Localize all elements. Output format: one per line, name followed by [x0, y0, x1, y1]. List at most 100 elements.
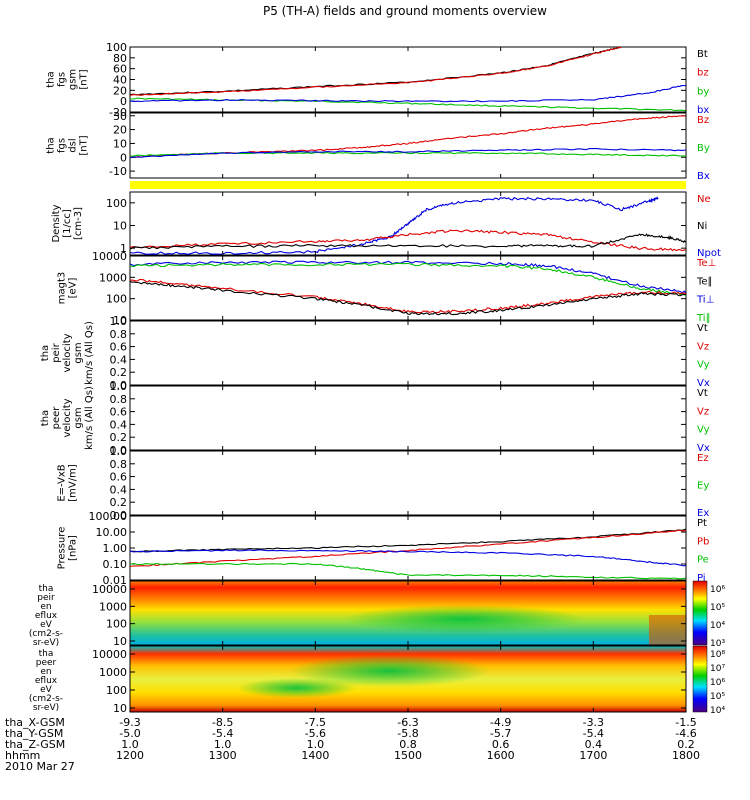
y-axis-label: tha — [39, 649, 54, 659]
x-tick-label: -5.6 — [305, 727, 326, 740]
series-line-Te∥ — [130, 280, 686, 316]
series-line-Bz — [130, 115, 686, 159]
series-line-Ti∥ — [130, 262, 686, 297]
y-axis-label: velocity — [62, 398, 73, 437]
y-tick-label: 20 — [113, 84, 127, 97]
y-tick-label: 1000 — [99, 666, 127, 679]
x-tick-label: -4.9 — [490, 716, 511, 729]
y-axis-label: sr-eV) — [33, 638, 59, 648]
y-tick-label: 10 — [113, 314, 127, 327]
y-tick-label: 0.4 — [110, 353, 128, 366]
y-tick-label: 10000 — [92, 648, 127, 661]
y-tick-label: 10000 — [92, 250, 127, 263]
x-tick-label: -1.5 — [675, 716, 696, 729]
panel-density: 100 10 1 Density [1/cc] [cm-3] Ne Ni Npot — [51, 191, 721, 259]
x-tick-label: -7.5 — [305, 716, 326, 729]
x-axis-row-label: tha_Y-GSM — [5, 727, 63, 740]
legend-entry: Te∥ — [696, 276, 713, 287]
legend-entry: Ni — [697, 221, 707, 232]
colorbar-tick-label: 10⁴ — [710, 621, 725, 631]
x-axis-row-label: tha_X-GSM — [5, 716, 65, 729]
legend-entry: Npot — [697, 248, 721, 259]
y-axis-label: Density — [51, 204, 62, 242]
x-tick-label: 1300 — [209, 749, 237, 762]
y-tick-label: 1 — [120, 242, 127, 255]
y-tick-label: 1.0 — [110, 315, 128, 328]
y-tick-label: 0 — [120, 151, 127, 164]
legend-entry: Pb — [697, 536, 709, 547]
legend-entry: Pe — [697, 555, 709, 566]
y-tick-label: 0.6 — [110, 406, 128, 419]
legend-entry: bx — [697, 105, 709, 116]
y-tick-label: 0.2 — [110, 496, 128, 509]
x-tick-label: 1.0 — [307, 738, 325, 751]
legend-entry: Vt — [697, 388, 708, 399]
series-line-Ne — [130, 229, 686, 252]
y-axis-label: fgs — [57, 138, 68, 153]
series-line-Pb — [130, 529, 686, 568]
x-tick-label: 1.0 — [214, 738, 232, 751]
colorbar: 10⁶ 10⁵ 10⁴ 10³ — [692, 580, 725, 649]
series-line-Npot — [130, 196, 659, 255]
y-tick-label: 10.00 — [96, 526, 128, 539]
y-tick-label: 10 — [113, 219, 127, 232]
y-axis-label: [1/cc] — [62, 209, 73, 238]
x-tick-label: 1600 — [487, 749, 515, 762]
y-axis-label: (cm2-s- — [29, 629, 63, 639]
panel-frame — [129, 385, 687, 451]
spectrogram-feature — [343, 605, 584, 633]
legend-entry: Vx — [697, 378, 710, 389]
y-tick-label: 0.8 — [110, 328, 128, 341]
x-tick-label: -6.3 — [397, 716, 418, 729]
legend-entry: Ez — [697, 453, 709, 464]
y-tick-label: 10 — [113, 702, 127, 715]
y-tick-label: 100 — [106, 684, 127, 697]
y-axis-label: velocity — [62, 333, 73, 372]
colorbar-tick-label: 10⁵ — [710, 692, 725, 702]
legend-entry: By — [697, 143, 710, 154]
x-tick-label: -5.8 — [397, 727, 418, 740]
y-tick-label: 40 — [113, 74, 127, 87]
series-line-Ti⊥ — [130, 260, 686, 294]
y-tick-label: 30 — [113, 110, 127, 123]
y-tick-label: 1000 — [99, 600, 127, 613]
legend-entry: Te⊥ — [696, 258, 716, 269]
spectrogram-feature — [289, 655, 490, 687]
y-axis-label: sr-eV) — [33, 703, 59, 713]
y-axis-label: [cm-3] — [73, 207, 84, 240]
y-tick-label: -10 — [109, 165, 127, 178]
y-axis-label: [mV/m] — [68, 464, 79, 502]
legend-entry: Vy — [697, 425, 710, 436]
y-axis-label: dsl — [68, 138, 79, 152]
y-tick-label: 100 — [106, 618, 127, 631]
colorbar: 10⁸ 10⁷ 10⁶ 10⁵ 10⁴ — [692, 645, 725, 716]
legend-entry: by — [697, 86, 709, 97]
y-axis-label: magt3 — [57, 272, 68, 305]
colorbar-scale — [692, 645, 708, 713]
colorbar-tick-label: 10⁷ — [710, 664, 725, 674]
y-tick-label: 10 — [113, 137, 127, 150]
y-tick-label: 0.2 — [110, 431, 128, 444]
panel-frame — [129, 320, 687, 386]
x-tick-label: 1200 — [116, 749, 144, 762]
y-tick-label: 0.0 — [110, 444, 128, 457]
x-tick-label: 1800 — [672, 749, 700, 762]
series-line-Bt — [130, 47, 627, 96]
y-axis-label: peir — [37, 593, 55, 603]
y-axis-label: fgs — [57, 72, 68, 87]
y-axis-label: [nPa] — [68, 535, 79, 561]
series-line-Ni — [130, 233, 686, 250]
y-tick-label: 100 — [106, 41, 127, 54]
quality-flag-bar — [130, 181, 686, 189]
y-axis-label: gsm — [73, 342, 84, 363]
y-axis-label: peer — [36, 658, 57, 668]
spectrogram-feature — [236, 678, 357, 698]
x-tick-label: 1.0 — [121, 738, 139, 751]
y-axis-label: eV — [40, 685, 53, 695]
y-axis-label: [eV] — [68, 278, 79, 299]
y-axis-label: gsm — [68, 69, 79, 90]
y-axis-label: tha — [46, 71, 57, 87]
